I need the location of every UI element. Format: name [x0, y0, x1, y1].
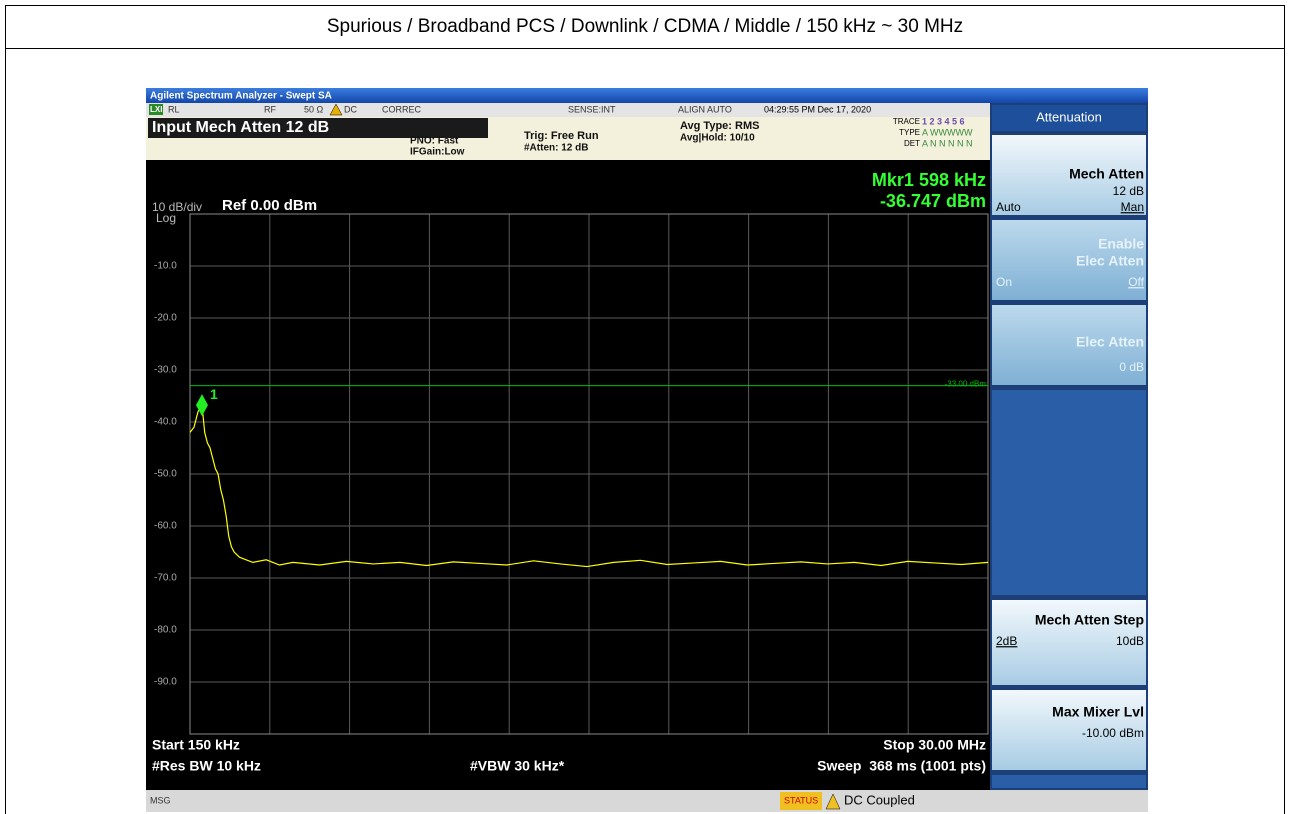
trace — [189, 402, 989, 568]
det-label: DET — [904, 139, 920, 148]
softkey-step[interactable] — [992, 600, 1146, 685]
rl: RL — [168, 104, 180, 114]
y-tick-label: -40.0 — [154, 417, 177, 428]
key-label: Elec Atten — [1076, 253, 1144, 269]
impedance: 50 Ω — [304, 104, 324, 114]
vbw: #VBW 30 kHz* — [470, 758, 565, 774]
key-right: 10dB — [1116, 634, 1144, 648]
key-label: Elec Atten — [1076, 334, 1144, 350]
limit-label: -33.00 dBm — [945, 380, 987, 389]
lxi: LXI — [150, 105, 162, 114]
y-tick-label: -70.0 — [154, 573, 177, 584]
y-tick-label: -50.0 — [154, 469, 177, 480]
key-right: Off — [1128, 275, 1144, 289]
warning-icon — [825, 793, 841, 810]
scale: 10 dB/div — [152, 200, 202, 214]
y-tick-label: -90.0 — [154, 677, 177, 688]
status: STATUS — [784, 795, 818, 805]
key-label: Mech Atten — [1069, 166, 1144, 182]
start-freq: Start 150 kHz — [152, 737, 240, 753]
marker-level: -36.747 dBm — [880, 191, 986, 211]
banner-text: Input Mech Atten 12 dB — [152, 119, 329, 136]
title-bar — [146, 88, 1148, 103]
status-box[interactable] — [780, 792, 822, 810]
softkey-mech-atten[interactable] — [992, 135, 1146, 215]
y-tick-label: -80.0 — [154, 625, 177, 636]
stop-freq: Stop 30.00 MHz — [883, 737, 986, 753]
softkey-blank — [992, 775, 1146, 788]
trace-nums: 1 2 3 4 5 6 — [922, 116, 965, 126]
softkey-header — [992, 105, 1146, 131]
type-value: A WWWWW — [922, 127, 973, 137]
key-right: Man — [1121, 200, 1144, 214]
key-value: 0 dB — [1119, 360, 1144, 374]
display — [146, 160, 990, 790]
grid — [190, 214, 988, 734]
softkey-mixer[interactable] — [992, 690, 1146, 770]
dc: DC — [344, 104, 357, 114]
y-tick-label: -30.0 — [154, 365, 177, 376]
avg-hold: Avg|Hold: 10/10 — [680, 133, 755, 144]
table-border — [5, 5, 1285, 814]
bottom-bar — [146, 790, 1148, 812]
coupling: DC Coupled — [844, 792, 915, 807]
key-label: Max Mixer Lvl — [1052, 704, 1144, 720]
sense: SENSE:INT — [568, 104, 616, 114]
softkey-elec-atten[interactable] — [992, 305, 1146, 385]
banner — [148, 118, 488, 138]
ifgain: IFGain:Low — [410, 147, 465, 158]
warning-icon — [329, 103, 343, 116]
lxi-icon — [149, 104, 163, 115]
key-left: 2dB — [996, 634, 1017, 648]
align: ALIGN AUTO — [678, 104, 732, 114]
marker-label: 1 — [210, 386, 218, 402]
det-value: A N N N N N — [922, 138, 973, 148]
y-tick-label: -20.0 — [154, 313, 177, 324]
rf: RF — [264, 104, 276, 114]
softkey-elec-enable[interactable] — [992, 220, 1146, 300]
correc: CORREC — [382, 104, 422, 114]
trig: Trig: Free Run — [524, 130, 599, 142]
header-title: Spurious / Broadband PCS / Downlink / CD… — [327, 16, 963, 37]
key-value: 12 dB — [1113, 184, 1144, 198]
scale-type: Log — [156, 211, 176, 225]
status-row — [146, 103, 990, 117]
key-label: Enable — [1098, 236, 1144, 252]
sweep: Sweep 368 ms (1001 pts) — [817, 758, 986, 774]
ref-level: Ref 0.00 dBm — [222, 197, 317, 214]
plot-border — [189, 213, 989, 735]
key-value: -10.00 dBm — [1082, 726, 1144, 740]
softkey-blank — [992, 390, 1146, 595]
key-left: On — [996, 275, 1012, 289]
time: 04:29:55 PM Dec 17, 2020 — [764, 104, 871, 114]
trace-label: TRACE — [893, 117, 920, 126]
msg: MSG — [150, 795, 171, 805]
softkey-header-text: Attenuation — [1036, 109, 1102, 124]
rbw: #Res BW 10 kHz — [152, 758, 261, 774]
key-label: Mech Atten Step — [1035, 612, 1144, 628]
pno: PNO: Fast — [410, 136, 459, 147]
window-title: Agilent Spectrum Analyzer - Swept SA — [150, 91, 332, 102]
y-tick-label: -60.0 — [154, 521, 177, 532]
key-left: Auto — [996, 200, 1021, 214]
type-label: TYPE — [899, 128, 920, 137]
atten: #Atten: 12 dB — [524, 143, 588, 154]
y-tick-label: -10.0 — [154, 261, 177, 272]
avg-type: Avg Type: RMS — [680, 120, 759, 132]
marker — [195, 394, 208, 417]
marker-freq: Mkr1 598 kHz — [872, 170, 986, 190]
